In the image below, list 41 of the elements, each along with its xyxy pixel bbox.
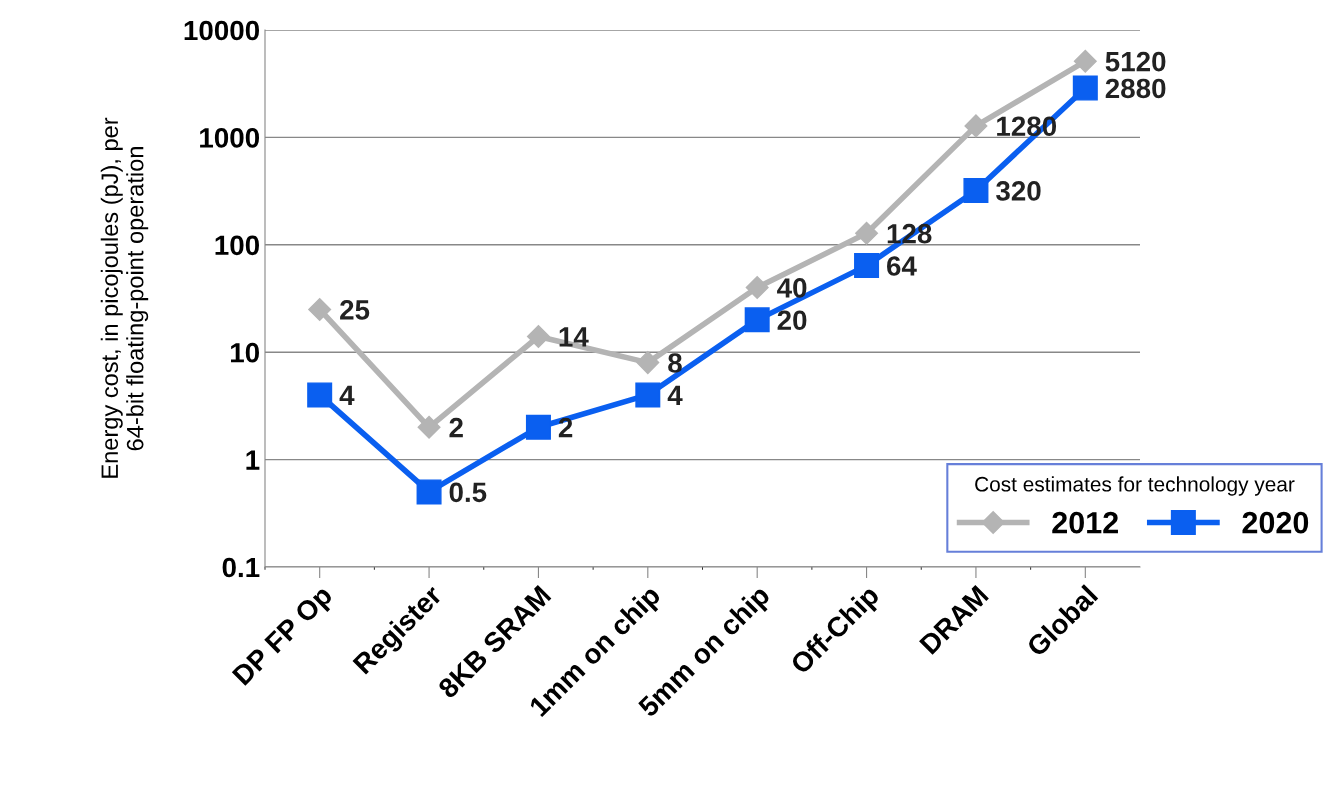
data-label: 5120 xyxy=(1105,51,1166,72)
point xyxy=(307,382,333,408)
y-tick-label: 1000 xyxy=(200,128,260,148)
point xyxy=(635,382,661,408)
data-label: 4 xyxy=(339,385,355,405)
legend-title: Cost estimates for technology year xyxy=(975,476,1295,496)
point xyxy=(964,114,988,138)
data-label: 40 xyxy=(777,278,807,298)
point xyxy=(1072,75,1098,101)
y-tick-label: 10 xyxy=(230,342,259,363)
point xyxy=(636,351,660,375)
y-tick-label: 1 xyxy=(246,450,260,470)
point xyxy=(855,221,879,245)
data-label: 4 xyxy=(667,385,683,405)
data-label: 25 xyxy=(340,300,370,320)
data-label: 2880 xyxy=(1105,78,1166,99)
data-label: 14 xyxy=(559,327,589,347)
y-tick-label: 10000 xyxy=(184,20,260,41)
point xyxy=(308,297,332,321)
data-label: 320 xyxy=(996,181,1041,201)
y-tick-label: 100 xyxy=(215,235,260,256)
point xyxy=(417,415,441,439)
legend-label: 2020 xyxy=(1242,511,1309,534)
data-label: 2 xyxy=(449,417,463,438)
y-tick-label: 0.1 xyxy=(222,557,260,578)
point xyxy=(963,178,989,204)
point xyxy=(525,414,551,440)
point xyxy=(1073,49,1097,73)
point xyxy=(744,307,770,333)
y-axis-title: Energy cost, in picojoules (pJ), per 64-bit floating-point operation xyxy=(100,117,149,478)
data-label: 0.5 xyxy=(449,482,487,503)
x-tick-label: DP FP Op xyxy=(231,584,338,690)
data-label: 2 xyxy=(558,417,573,438)
legend-label: 2012 xyxy=(1052,511,1118,534)
point xyxy=(745,276,769,300)
data-label: 64 xyxy=(887,256,917,276)
point xyxy=(526,325,550,349)
data-label: 8 xyxy=(668,353,682,373)
data-label: 20 xyxy=(777,310,807,331)
point xyxy=(854,253,880,279)
point xyxy=(416,479,442,505)
